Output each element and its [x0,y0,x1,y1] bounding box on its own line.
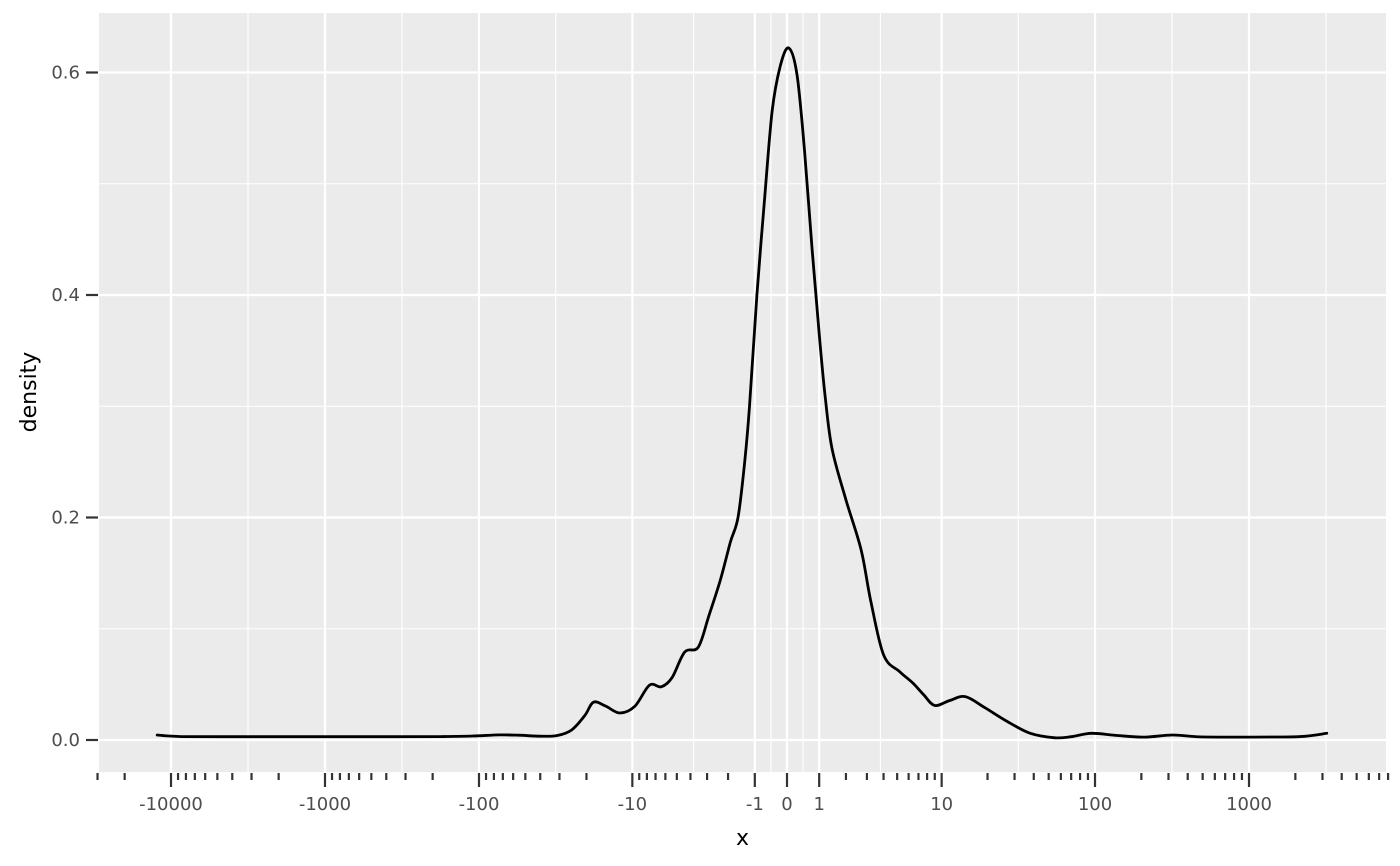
x-tick-label: -1000 [299,794,351,815]
x-tick-label: -10000 [139,794,203,815]
x-tick-label: 100 [1078,794,1112,815]
x-axis-title: x [735,826,750,851]
x-tick-label: 10 [930,794,953,815]
y-tick-label: 0.0 [51,730,80,751]
x-tick-label: -100 [459,794,500,815]
y-tick-label: 0.4 [51,285,80,306]
density-curve [155,46,1329,740]
x-tick-label: 1000 [1226,794,1272,815]
y-axis-title: density [17,351,42,433]
x-tick-label: 1 [813,794,824,815]
y-tick-label: 0.2 [51,508,80,529]
x-tick-label: -1 [746,794,764,815]
x-tick-label: 0 [781,794,792,815]
y-tick-label: 0.6 [51,63,80,84]
panel-background [99,13,1386,772]
x-tick-label: -10 [618,794,647,815]
